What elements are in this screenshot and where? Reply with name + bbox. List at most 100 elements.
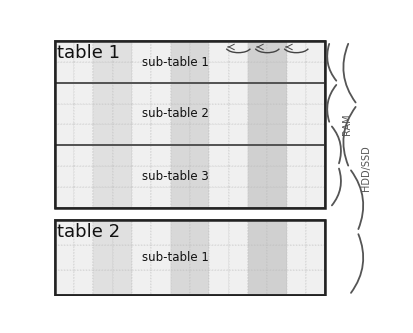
Bar (287, 104, 306, 125)
Bar (74, 245, 93, 270)
Text: RAM: RAM (342, 114, 352, 135)
Bar (74, 83, 93, 104)
Bar (74, 187, 93, 207)
Bar (306, 187, 325, 207)
Bar (287, 187, 306, 207)
Bar (55, 83, 325, 145)
Bar (55, 62, 74, 83)
Bar (209, 187, 229, 207)
Bar (152, 145, 171, 166)
Bar (55, 145, 325, 207)
Bar (248, 220, 267, 245)
Bar (209, 41, 229, 62)
Bar (287, 41, 306, 62)
Bar (55, 41, 74, 62)
Bar (248, 187, 267, 207)
Bar (152, 83, 171, 104)
Bar (152, 104, 171, 125)
Bar (229, 62, 248, 83)
Bar (209, 62, 229, 83)
Bar (209, 125, 229, 145)
Bar (113, 166, 132, 187)
Bar (55, 166, 74, 187)
Bar (55, 104, 74, 125)
Bar (113, 62, 132, 83)
Bar (152, 245, 171, 270)
Bar (209, 166, 229, 187)
Bar (306, 270, 325, 295)
Bar (171, 270, 190, 295)
Bar (74, 41, 93, 62)
Bar (74, 220, 93, 245)
Bar (171, 83, 190, 104)
Bar (132, 104, 152, 125)
Bar (248, 166, 267, 187)
Bar (267, 62, 287, 83)
Bar (132, 270, 152, 295)
Bar (113, 187, 132, 207)
Bar (152, 187, 171, 207)
Bar (152, 166, 171, 187)
Bar (267, 187, 287, 207)
Bar (55, 220, 74, 245)
Bar (287, 245, 306, 270)
Bar (306, 220, 325, 245)
Bar (113, 83, 132, 104)
Bar (171, 145, 190, 166)
Bar (55, 41, 325, 207)
Bar (190, 145, 209, 166)
Bar (171, 166, 190, 187)
Bar (152, 125, 171, 145)
Bar (306, 62, 325, 83)
Bar (93, 187, 113, 207)
Text: sub-table 1: sub-table 1 (142, 251, 209, 264)
Bar (171, 62, 190, 83)
Bar (229, 104, 248, 125)
Bar (55, 220, 325, 295)
Bar (74, 166, 93, 187)
Bar (55, 270, 74, 295)
Bar (171, 41, 190, 62)
Bar (287, 125, 306, 145)
Bar (132, 145, 152, 166)
Bar (229, 166, 248, 187)
Bar (287, 62, 306, 83)
Bar (93, 145, 113, 166)
Bar (113, 145, 132, 166)
Bar (55, 41, 325, 83)
Bar (190, 125, 209, 145)
Bar (55, 220, 325, 295)
Bar (55, 187, 74, 207)
Bar (209, 145, 229, 166)
Bar (190, 220, 209, 245)
Bar (74, 125, 93, 145)
Bar (287, 83, 306, 104)
Bar (74, 145, 93, 166)
Bar (229, 270, 248, 295)
Bar (229, 83, 248, 104)
Bar (93, 166, 113, 187)
Bar (229, 145, 248, 166)
Bar (267, 270, 287, 295)
Bar (248, 125, 267, 145)
Bar (93, 245, 113, 270)
Bar (267, 104, 287, 125)
Bar (248, 270, 267, 295)
Bar (248, 104, 267, 125)
Bar (152, 270, 171, 295)
Bar (190, 166, 209, 187)
Bar (132, 220, 152, 245)
Bar (287, 145, 306, 166)
Bar (287, 270, 306, 295)
Bar (113, 270, 132, 295)
Text: sub-table 3: sub-table 3 (142, 170, 209, 183)
Bar (132, 41, 152, 62)
Bar (113, 245, 132, 270)
Bar (113, 220, 132, 245)
Bar (306, 125, 325, 145)
Bar (190, 245, 209, 270)
Bar (171, 104, 190, 125)
Bar (306, 83, 325, 104)
Bar (248, 83, 267, 104)
Bar (55, 145, 74, 166)
